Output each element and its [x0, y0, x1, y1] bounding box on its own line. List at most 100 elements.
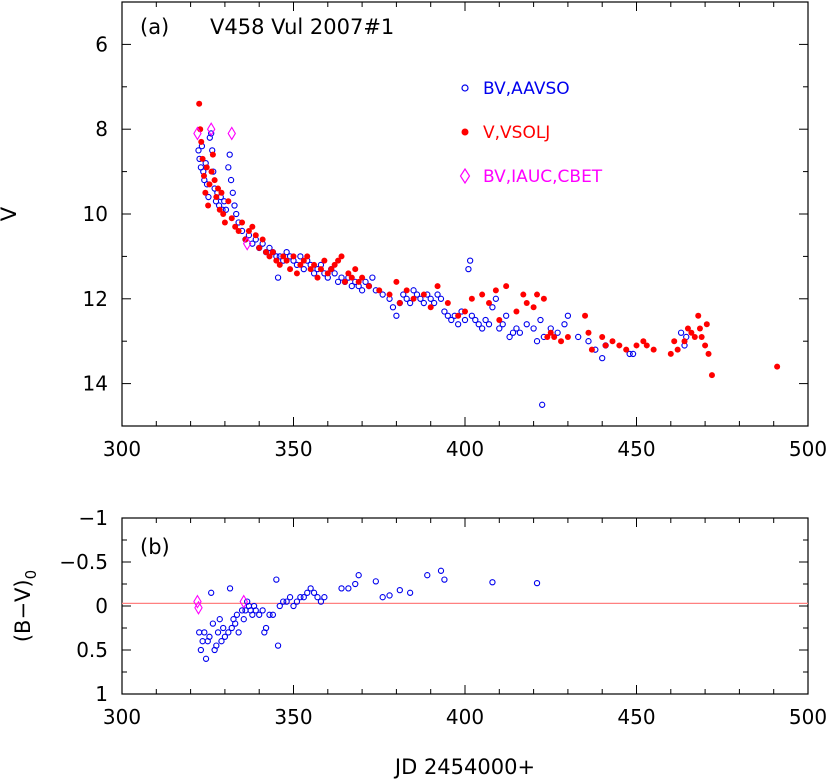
- legend-marker-vsolj: [461, 128, 469, 136]
- legend-entry-label: BV,AAVSO: [483, 79, 570, 99]
- panel-a-point-vsolj: [599, 333, 606, 340]
- panel-a-point-vsolj: [698, 333, 705, 340]
- panel-a-point-vsolj: [328, 266, 335, 273]
- panel-a-points: [193, 100, 781, 408]
- panel-b-point-aavso: [286, 594, 294, 601]
- panel-a-point-vsolj: [696, 325, 703, 332]
- panel-a-point-aavso: [575, 333, 582, 341]
- panel-a-point-iauc: [227, 126, 237, 141]
- panel-a-point-aavso: [410, 287, 417, 294]
- panel-b-point-aavso: [249, 611, 256, 618]
- panel-a-ticks: 300 350 400 450 500 6 8 10 12 14: [83, 1, 827, 461]
- panel-a-point-vsolj: [520, 291, 527, 298]
- panel-b-y-axis-title-subscript: 0: [22, 570, 40, 580]
- panel-a-point-vsolj: [300, 257, 307, 264]
- panel-a-point-aavso: [300, 265, 307, 273]
- panel-a-point-aavso: [226, 151, 233, 158]
- panel-a-point-aavso: [331, 270, 338, 277]
- panel-a-point-vsolj: [287, 266, 294, 273]
- panel-a-point-vsolj: [196, 100, 203, 107]
- panel-b-point-aavso: [209, 620, 217, 627]
- panel-a-point-aavso: [472, 316, 479, 324]
- panel-b-point-aavso: [218, 638, 225, 645]
- panel-a-point-vsolj: [684, 325, 691, 332]
- panel-a-point-aavso: [448, 316, 455, 324]
- x-axis-title: JD 2454000+: [393, 755, 535, 779]
- panel-b-point-aavso: [266, 611, 273, 618]
- panel-a-point-aavso: [561, 321, 568, 328]
- panel-a-point-vsolj: [702, 342, 709, 349]
- panel-a-point-vsolj: [200, 172, 207, 179]
- panel-a-point-vsolj: [218, 189, 225, 196]
- panel-a-point-vsolj: [314, 274, 321, 281]
- panel-b-point-aavso: [197, 646, 205, 654]
- panel-a-point-vsolj: [479, 291, 486, 298]
- panel-b-point-aavso: [283, 598, 290, 605]
- panel-a-point-vsolj: [209, 151, 216, 158]
- panel-a-point-vsolj: [198, 138, 205, 145]
- panel-b-y-tick-label: −1: [79, 506, 108, 530]
- panel-a-point-aavso: [266, 244, 273, 252]
- panel-a-point-aavso: [475, 321, 482, 328]
- panel-a-point-aavso: [430, 299, 438, 307]
- panel-a-x-tick-label: 300: [103, 437, 141, 461]
- panel-b-point-aavso: [372, 578, 379, 585]
- panel-a-point-vsolj: [259, 236, 266, 243]
- panel-a-point-aavso: [530, 325, 537, 332]
- panel-a-point-vsolj: [703, 321, 710, 328]
- panel-a-point-aavso: [496, 325, 503, 332]
- panel-a-point-aavso: [564, 312, 572, 319]
- panel-a-point-vsolj: [202, 189, 209, 196]
- panel-a-point-vsolj: [338, 253, 345, 260]
- panel-b-point-aavso: [280, 598, 287, 605]
- panel-a-point-aavso: [406, 299, 414, 307]
- panel-b-point-aavso: [213, 642, 220, 649]
- panel-a-point-vsolj: [280, 253, 287, 260]
- panel-a-point-vsolj: [239, 219, 246, 226]
- panel-a-point-aavso: [420, 299, 427, 307]
- panel-b-point-aavso: [199, 638, 206, 645]
- panel-a-point-vsolj: [602, 342, 609, 349]
- panel-a-point-aavso: [489, 304, 496, 311]
- panel-a-point-aavso: [274, 274, 282, 281]
- panel-a-point-aavso: [434, 291, 441, 298]
- panel-a-point-vsolj: [558, 338, 565, 345]
- panel-a-point-aavso: [369, 274, 376, 281]
- panel-b-point-aavso: [406, 589, 414, 596]
- legend-entry-label: V,VSOLJ: [483, 123, 550, 143]
- panel-a-point-vsolj: [540, 295, 547, 302]
- panel-a-point-vsolj: [551, 333, 558, 340]
- panel-a-point-vsolj: [544, 333, 551, 340]
- panel-b-point-aavso: [252, 607, 259, 614]
- panel-a-point-vsolj: [708, 372, 715, 379]
- panel-b-point-aavso: [220, 624, 227, 632]
- panel-a-y-tick-label: 14: [83, 372, 108, 396]
- panel-a-point-vsolj: [293, 270, 300, 277]
- panel-a-point-aavso: [348, 282, 355, 290]
- panel-b-x-tick-label: 450: [617, 705, 655, 729]
- panel-a-point-aavso: [454, 321, 462, 328]
- panel-a-point-aavso: [513, 325, 520, 332]
- panel-a-x-tick-label: 350: [274, 437, 312, 461]
- panel-a-point-aavso: [516, 329, 524, 336]
- panel-a-point-aavso: [492, 295, 500, 302]
- panel-a-point-vsolj: [331, 261, 338, 268]
- panel-a-point-aavso: [225, 164, 232, 171]
- panel-b-y-axis-title-main: (B−V): [11, 579, 35, 642]
- panel-a-point-aavso: [533, 338, 541, 345]
- panel-a-point-vsolj: [396, 300, 403, 307]
- panel-a-point-vsolj: [462, 308, 468, 315]
- panel-a-point-aavso: [629, 350, 637, 358]
- panel-a-point-aavso: [400, 291, 407, 298]
- panel-b-point-aavso: [206, 633, 213, 640]
- panel-a-point-vsolj: [468, 295, 475, 302]
- panel-b-point-aavso: [489, 579, 496, 586]
- panel-a-point-vsolj: [523, 300, 530, 307]
- panel-a-point-vsolj: [215, 185, 222, 192]
- panel-a-point-vsolj: [228, 215, 235, 222]
- panel-a-point-aavso: [283, 249, 290, 256]
- panel-a-point-vsolj: [376, 287, 383, 294]
- panel-a-point-vsolj: [496, 317, 503, 323]
- panel-a-point-aavso: [229, 189, 236, 196]
- panel-b-point-aavso: [259, 607, 266, 614]
